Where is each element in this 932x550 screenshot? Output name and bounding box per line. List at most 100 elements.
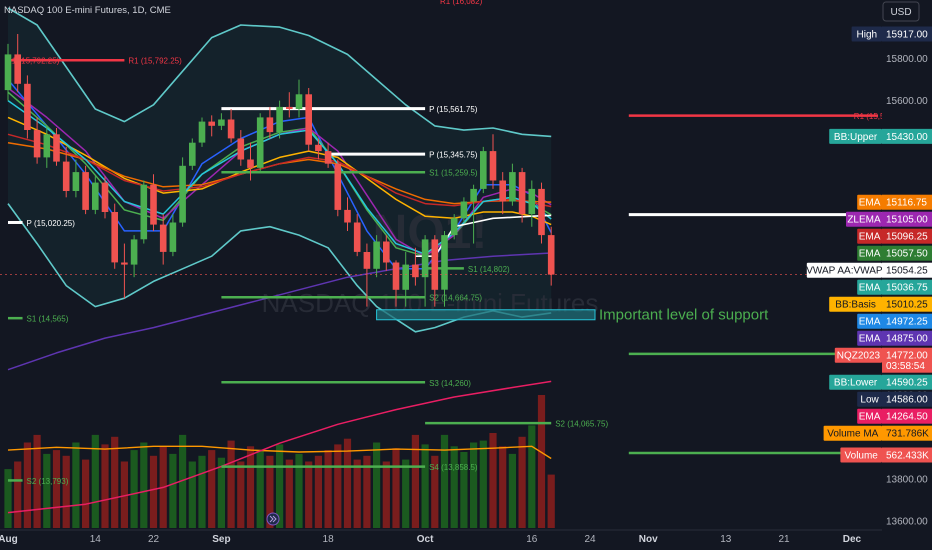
candle-body[interactable] bbox=[256, 117, 264, 168]
candle-body[interactable] bbox=[53, 134, 60, 162]
badge-value-bg bbox=[882, 245, 932, 261]
candle-body[interactable] bbox=[43, 134, 51, 158]
candle-body[interactable] bbox=[4, 54, 12, 91]
badge-label-bg bbox=[840, 447, 882, 463]
candle-body[interactable] bbox=[334, 163, 342, 210]
candle-body[interactable] bbox=[538, 188, 545, 236]
candle-body[interactable] bbox=[509, 172, 516, 202]
ema-line bbox=[7, 99, 552, 255]
currency-button[interactable] bbox=[882, 1, 920, 22]
axis-badge[interactable]: EMA 14875.00 bbox=[857, 330, 932, 346]
candle-body[interactable] bbox=[189, 142, 196, 166]
axis-badge[interactable]: BB:Lower 14590.25 bbox=[829, 374, 932, 390]
candles[interactable] bbox=[4, 34, 555, 307]
candle-body[interactable] bbox=[276, 106, 283, 133]
candle-body[interactable] bbox=[121, 262, 128, 265]
price-axis[interactable]: 15800.0015600.0014400.0014200.0013800.00… bbox=[806, 26, 932, 528]
badge-label-bg bbox=[857, 228, 882, 244]
candle-body[interactable] bbox=[373, 241, 380, 269]
candle-body[interactable] bbox=[499, 180, 506, 202]
volume-bar bbox=[266, 455, 274, 528]
candle-body[interactable] bbox=[92, 182, 99, 210]
candle-body[interactable] bbox=[528, 188, 536, 215]
candle-body[interactable] bbox=[247, 159, 254, 168]
badge-label-bg bbox=[857, 245, 882, 261]
candle-body[interactable] bbox=[402, 264, 409, 290]
candle-body[interactable] bbox=[412, 264, 419, 278]
axis-badge[interactable]: EMA 15096.25 bbox=[857, 228, 932, 244]
candle-body[interactable] bbox=[237, 138, 245, 160]
axis-badge[interactable]: VWAP AA:VWAP 15054.25 bbox=[806, 262, 932, 278]
candle-body[interactable] bbox=[295, 94, 303, 109]
candle-body[interactable] bbox=[383, 241, 390, 263]
axis-badge[interactable]: BB:Basis 15010.25 bbox=[829, 296, 932, 312]
candle-body[interactable] bbox=[227, 119, 235, 139]
candle-body[interactable] bbox=[353, 222, 361, 252]
time-axis[interactable]: Aug 14 22 Sep 18 Oct 16 24 Nov 13 21 Dec bbox=[0, 529, 882, 545]
candle-body[interactable] bbox=[286, 106, 293, 109]
axis-badge[interactable]: EMA 15116.75 bbox=[857, 194, 932, 210]
candle-body[interactable] bbox=[150, 184, 157, 225]
candle-body[interactable] bbox=[363, 252, 371, 269]
candle-body[interactable] bbox=[208, 121, 215, 126]
volume-bar bbox=[314, 455, 322, 528]
axis-badge[interactable]: Low 14586.00 bbox=[857, 391, 932, 407]
candle-body[interactable] bbox=[315, 144, 322, 152]
candle-body[interactable] bbox=[324, 151, 332, 164]
candle-body[interactable] bbox=[169, 222, 177, 252]
volume-bar bbox=[72, 442, 80, 528]
price-tick-label: 13600.00 bbox=[886, 517, 928, 528]
candle-body[interactable] bbox=[159, 224, 167, 252]
candle-body[interactable] bbox=[198, 121, 206, 143]
candle-body[interactable] bbox=[441, 235, 448, 290]
badge-label-bg bbox=[829, 296, 882, 312]
axis-badge[interactable]: EMA 15036.75 bbox=[857, 279, 932, 295]
candle-body[interactable] bbox=[101, 182, 109, 212]
candle-body[interactable] bbox=[489, 151, 497, 181]
volume-bar bbox=[431, 455, 439, 528]
currency-label: USD bbox=[890, 7, 911, 18]
axis-badge[interactable]: EMA 14264.50 bbox=[857, 408, 932, 424]
volume-bar bbox=[285, 459, 293, 528]
candle-body[interactable] bbox=[460, 201, 468, 219]
volume-bar bbox=[82, 459, 90, 528]
candle-body[interactable] bbox=[140, 184, 148, 240]
candle-body[interactable] bbox=[305, 94, 312, 145]
axis-badge[interactable]: EMA 15057.50 bbox=[857, 245, 932, 261]
candle-body[interactable] bbox=[24, 83, 31, 130]
candle-body[interactable] bbox=[480, 151, 487, 189]
candle-body[interactable] bbox=[344, 209, 351, 223]
candle-body[interactable] bbox=[431, 239, 439, 290]
candle-body[interactable] bbox=[547, 235, 555, 275]
chart-title: NASDAQ 100 E-mini Futures, 1D, CME bbox=[4, 5, 171, 16]
candle-body[interactable] bbox=[14, 54, 21, 84]
badge-value-bg bbox=[882, 425, 932, 441]
candle-body[interactable] bbox=[130, 239, 138, 265]
axis-badge[interactable]: Volume 562.433K bbox=[840, 447, 932, 463]
axis-badge[interactable]: High 15917.00 bbox=[851, 26, 932, 42]
axis-badge[interactable]: EMA 14972.25 bbox=[857, 313, 932, 329]
candle-body[interactable] bbox=[450, 218, 458, 236]
badge-label-bg bbox=[857, 408, 882, 424]
candle-body[interactable] bbox=[179, 165, 186, 223]
candle-body[interactable] bbox=[266, 117, 274, 133]
candle-body[interactable] bbox=[72, 172, 80, 191]
candle-body[interactable] bbox=[518, 172, 526, 215]
pivot-label-r1-left: R1 (15,792.25) bbox=[128, 57, 182, 66]
candle-body[interactable] bbox=[421, 239, 429, 278]
axis-badge[interactable]: BB:Upper 15430.00 bbox=[829, 128, 932, 144]
candle-body[interactable] bbox=[218, 119, 225, 126]
candle-body[interactable] bbox=[62, 161, 70, 191]
candle-body[interactable] bbox=[111, 212, 118, 263]
candle-body[interactable] bbox=[33, 130, 41, 158]
candle-body[interactable] bbox=[470, 188, 477, 202]
candle-body[interactable] bbox=[82, 172, 89, 210]
price-tick-label: 15800.00 bbox=[886, 54, 928, 65]
go-to-realtime-icon[interactable] bbox=[266, 512, 280, 526]
axis-badge[interactable]: ZLEMA 15105.00 bbox=[846, 211, 932, 227]
candle-body[interactable] bbox=[392, 262, 400, 290]
badge-label: EMA bbox=[859, 412, 881, 423]
axis-badge[interactable]: Volume MA 731.786K bbox=[823, 425, 932, 441]
